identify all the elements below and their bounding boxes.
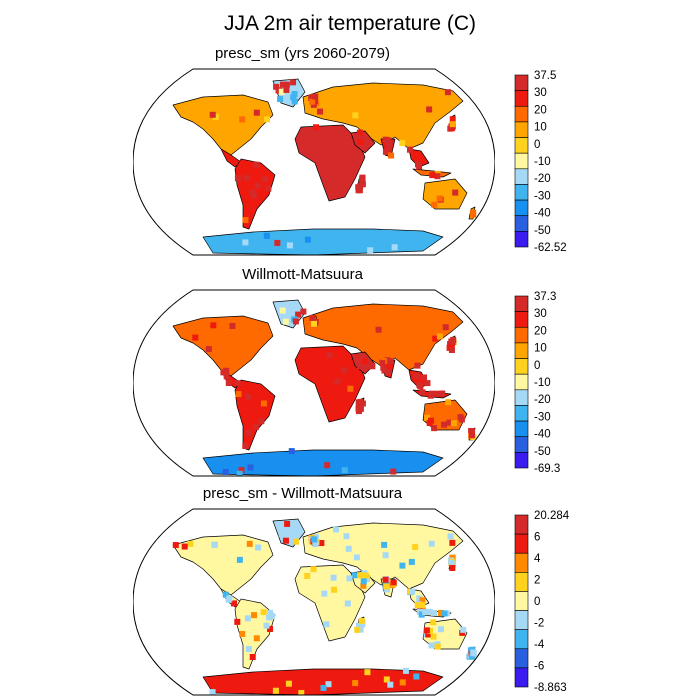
- landmass-antarctica: [202, 228, 444, 255]
- colorbar-swatch: [514, 405, 529, 422]
- colorbar-label: 0: [534, 139, 540, 151]
- colorbar-swatch: [514, 311, 529, 328]
- colorbar-label: 4: [534, 553, 541, 565]
- landmass-northAmerica: [172, 534, 274, 596]
- colorbar-swatch: [514, 648, 529, 669]
- colorbar-swatch: [514, 105, 529, 123]
- colorbar-label: 20: [534, 104, 547, 116]
- colorbar-label: -20: [534, 394, 551, 406]
- colorbar-label: 6: [534, 532, 540, 544]
- colorbar-label: 20: [534, 325, 547, 337]
- colorbar-swatch: [514, 591, 529, 611]
- panel-title: presc_sm - Willmott-Matsuura: [202, 485, 403, 502]
- landmass-seAsia: [408, 148, 430, 168]
- colorbar-label: 37.5: [534, 70, 556, 82]
- figure-title: JJA 2m air temperature (C): [223, 12, 477, 35]
- colorbar-swatch: [514, 514, 529, 535]
- colorbar-swatch: [514, 90, 529, 107]
- colorbar-label: -10: [534, 377, 551, 389]
- landmass-northAmerica: [172, 315, 274, 377]
- landmass-antarctica: [202, 668, 444, 695]
- colorbar-label: 10: [534, 122, 547, 134]
- landmass-northAmerica: [172, 94, 274, 156]
- colorbar-swatch: [514, 452, 529, 469]
- map-willmott-matsuura: [133, 289, 495, 477]
- colorbar-swatch: [514, 533, 529, 554]
- colorbar-label: 0: [534, 596, 540, 608]
- colorbar-swatch: [514, 342, 529, 359]
- panel-title: presc_sm (yrs 2060-2079): [214, 45, 391, 62]
- colorbar-label: -8.863: [534, 682, 567, 694]
- colorbar-swatch: [514, 231, 529, 248]
- landmass-australia: [422, 618, 468, 650]
- colorbar-label: -69.3: [534, 463, 560, 475]
- colorbar-label: 10: [534, 343, 547, 355]
- panel-title: Willmott-Matsuura: [242, 266, 363, 283]
- colorbar-swatch: [514, 552, 529, 573]
- map-difference: [133, 508, 495, 696]
- colorbar-label: -20: [534, 173, 551, 185]
- colorbar-willmott-matsuura: 37.3 30 20 10 0 -10 -20 -30 -40 -50 -69.3: [514, 291, 560, 475]
- panel-difference: presc_sm - Willmott-Matsuura 20.284 6 4 2 0 -…: [0, 485, 700, 700]
- colorbar-label: 2: [534, 575, 540, 587]
- colorbar-label: -6: [534, 661, 544, 673]
- colorbar-swatch: [514, 326, 529, 344]
- colorbar-swatch: [514, 389, 529, 406]
- colorbar-label: -4: [534, 639, 545, 651]
- colorbar-label: -30: [534, 190, 551, 202]
- colorbar-swatch: [514, 358, 529, 375]
- landmass-eurasia: [302, 82, 464, 150]
- colorbar-label: -30: [534, 411, 551, 423]
- panel-presc-sm: presc_sm (yrs 2060-2079) 37.5 30 20 10 0 -10 -…: [0, 45, 700, 260]
- colorbar-swatch: [514, 373, 529, 391]
- colorbar-presc-sm: 37.5 30 20 10 0 -10 -20 -30 -40 -50 -62.52: [514, 70, 567, 254]
- colorbar-swatch: [514, 572, 529, 592]
- map-presc-sm: [133, 68, 495, 256]
- colorbar-swatch: [514, 152, 529, 170]
- colorbar-label: -10: [534, 156, 551, 168]
- colorbar-swatch: [514, 184, 529, 201]
- colorbar-label: -50: [534, 225, 551, 237]
- colorbar-label: 20.284: [534, 510, 570, 522]
- landmass-southAmerica: [234, 379, 276, 451]
- colorbar-swatch: [514, 610, 529, 630]
- colorbar-label: -40: [534, 208, 551, 220]
- colorbar-swatch: [514, 667, 529, 688]
- colorbar-swatch: [514, 74, 529, 91]
- colorbar-swatch: [514, 199, 529, 217]
- colorbar-swatch: [514, 629, 529, 650]
- colorbar-swatch: [514, 137, 529, 154]
- landmass-australia: [422, 178, 468, 210]
- landmass-antarctica: [202, 449, 444, 476]
- colorbar-swatch: [514, 295, 529, 312]
- colorbar-swatch: [514, 168, 529, 185]
- colorbar-swatch: [514, 215, 529, 232]
- colorbar-label: 30: [534, 87, 547, 99]
- colorbar-label: 30: [534, 308, 547, 320]
- colorbar-label: -40: [534, 429, 551, 441]
- colorbar-swatch: [514, 420, 529, 438]
- colorbar-label: 0: [534, 360, 540, 372]
- colorbar-swatch: [514, 436, 529, 453]
- colorbar-label: -50: [534, 446, 551, 458]
- colorbar-difference: 20.284 6 4 2 0 -2 -4 -6 -8.863: [514, 510, 570, 694]
- panel-willmott-matsuura: Willmott-Matsuura 37.3 30 20 10 0 -10 -20 -30 -4…: [0, 266, 700, 481]
- colorbar-label: 37.3: [534, 291, 556, 303]
- colorbar-label: -2: [534, 618, 544, 630]
- colorbar-label: -62.52: [534, 242, 567, 254]
- colorbar-swatch: [514, 121, 529, 138]
